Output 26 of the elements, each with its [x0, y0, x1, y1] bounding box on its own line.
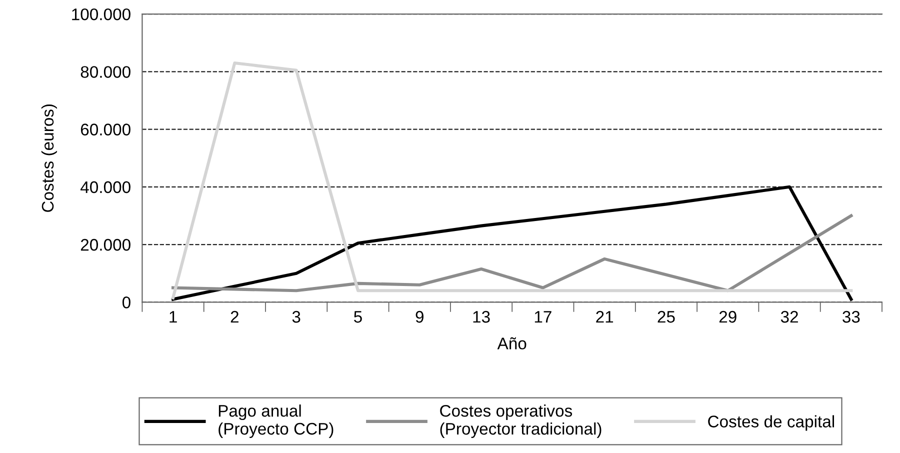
x-tick-label: 21 [596, 310, 614, 323]
y-tick-label: 0 [122, 296, 130, 308]
x-tick-label: 33 [842, 310, 860, 323]
y-axis-title: Costes (euros) [41, 104, 57, 212]
y-tick-label: 100.000 [72, 8, 130, 20]
line-series [171, 214, 853, 292]
legend-label: Pago anual (Proyecto CCP) [218, 404, 334, 438]
line-series [171, 185, 853, 301]
x-tick-label: 2 [230, 310, 238, 323]
x-tick-label: 32 [780, 310, 798, 323]
x-tick-label: 3 [292, 310, 300, 323]
x-tick-label: 25 [658, 310, 675, 323]
y-tick-label: 40.000 [80, 181, 130, 194]
x-tick-label: 1 [170, 311, 177, 323]
x-axis-title: Año [497, 337, 526, 350]
line-series [171, 61, 853, 300]
legend-label: Costes de capital [708, 415, 834, 431]
x-tick-label: 13 [473, 310, 490, 323]
x-tick-label: 17 [534, 311, 552, 323]
x-tick-label: 9 [416, 310, 424, 323]
y-tick-label: 60.000 [80, 124, 130, 136]
x-tick-label: 5 [354, 311, 362, 323]
x-tick-label: 29 [719, 310, 736, 323]
legend-label: Costes operativos (Proyector tradicional) [440, 404, 602, 438]
y-tick-label: 80.000 [80, 66, 130, 78]
y-tick-label: 20.000 [80, 238, 130, 251]
